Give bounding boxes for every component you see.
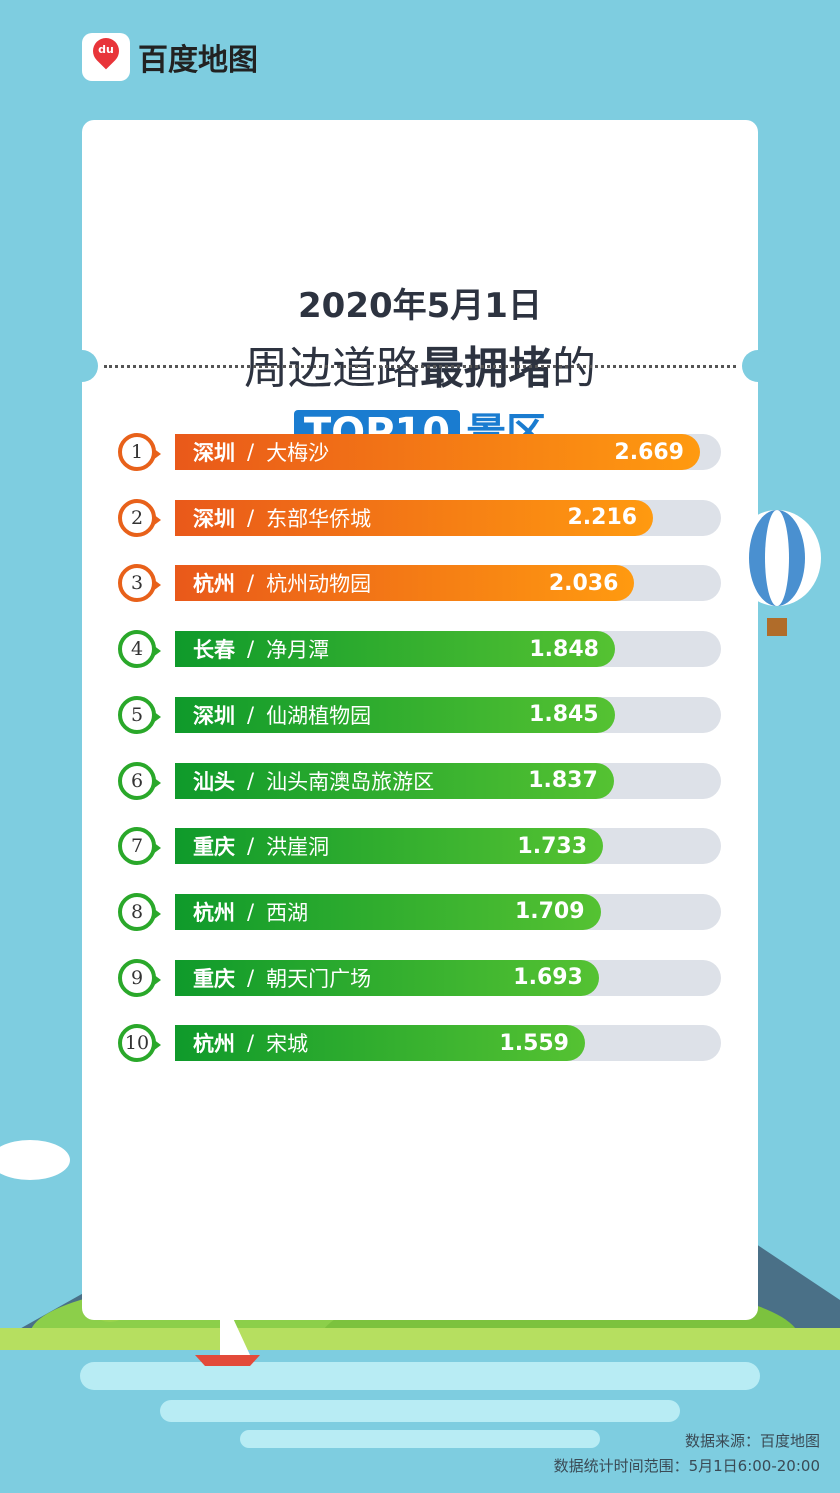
separator: / xyxy=(247,965,255,990)
rank-badge: 8 xyxy=(118,892,161,931)
data-time-range: 数据统计时间范围：5月1日6:00-20:00 xyxy=(553,1457,820,1475)
bar: 深圳 / 仙湖植物园 1.845 xyxy=(175,696,615,733)
main-title: 周边道路最拥堵的 xyxy=(244,343,596,394)
value-label: 1.559 xyxy=(499,1030,569,1056)
value-label: 1.845 xyxy=(529,702,599,728)
city-label: 杭州 xyxy=(193,1032,235,1057)
city-label: 深圳 xyxy=(193,703,235,728)
city-label: 杭州 xyxy=(193,572,235,597)
value-label: 1.837 xyxy=(528,768,598,793)
place-label: 西湖 xyxy=(266,900,309,925)
ranking-row: 9 重庆 / 朝天门广场 1.693 xyxy=(118,958,728,997)
ranking-row: 6 汕头 / 汕头南澳岛旅游区 1.837 xyxy=(118,761,728,800)
city-label: 汕头 xyxy=(193,769,235,794)
separator: / xyxy=(247,768,255,793)
city-label: 重庆 xyxy=(193,835,235,860)
city-label: 杭州 xyxy=(193,900,235,925)
ranking-row: 2 深圳 / 东部华侨城 2.216 xyxy=(118,498,728,537)
ranking-row: 10 杭州 / 宋城 1.559 xyxy=(118,1024,728,1063)
value-label: 2.216 xyxy=(567,505,638,531)
bar: 杭州 / 杭州动物园 2.036 xyxy=(175,565,635,602)
value-label: 1.709 xyxy=(514,899,585,925)
value-label: 1.848 xyxy=(529,636,599,662)
place-label: 洪崖洞 xyxy=(266,835,330,860)
city-label: 重庆 xyxy=(193,966,235,991)
value-label: 1.693 xyxy=(513,965,583,991)
value-label: 1.733 xyxy=(517,833,588,859)
rank-badge: 10 xyxy=(118,1024,161,1063)
ranking-row: 5 深圳 / 仙湖植物园 1.845 xyxy=(118,695,728,734)
place-label: 汕头南澳岛旅游区 xyxy=(266,769,435,794)
bar: 重庆 / 洪崖洞 1.733 xyxy=(175,828,604,865)
bar: 汕头 / 汕头南澳岛旅游区 1.837 xyxy=(175,762,614,799)
rank-badge: 4 xyxy=(118,630,161,669)
card-notch-left xyxy=(66,350,98,382)
hot-air-balloon-icon xyxy=(733,510,821,636)
ranking-row: 3 杭州 / 杭州动物园 2.036 xyxy=(118,564,728,603)
bar: 深圳 / 东部华侨城 2.216 xyxy=(175,499,654,536)
place-label: 宋城 xyxy=(266,1032,309,1057)
bar: 重庆 / 朝天门广场 1.693 xyxy=(175,959,599,996)
city-label: 长春 xyxy=(193,638,235,663)
baidu-map-logo: du 百度地图 xyxy=(82,32,258,81)
place-label: 仙湖植物园 xyxy=(266,703,372,728)
place-label: 朝天门广场 xyxy=(266,966,372,991)
bar: 深圳 / 大梅沙 2.669 xyxy=(175,434,700,470)
place-label: 东部华侨城 xyxy=(266,506,372,531)
separator: / xyxy=(247,834,255,859)
separator: / xyxy=(247,637,255,662)
rank-badge: 7 xyxy=(118,827,161,866)
ranking-row: 1 深圳 / 大梅沙 2.669 xyxy=(118,433,728,471)
rank-badge: 9 xyxy=(118,958,161,997)
brand-name: 百度地图 xyxy=(138,43,258,78)
rank-badge: 2 xyxy=(118,498,161,537)
data-source: 数据来源：百度地图 xyxy=(684,1432,820,1450)
separator: / xyxy=(247,702,255,727)
city-label: 深圳 xyxy=(193,441,235,465)
separator: / xyxy=(247,899,255,924)
rank-badge: 3 xyxy=(118,564,161,603)
baidu-map-pin-icon: du xyxy=(82,32,130,81)
place-label: 大梅沙 xyxy=(266,441,330,465)
rank-badge: 6 xyxy=(118,761,161,800)
separator: / xyxy=(247,1031,255,1056)
city-label: 深圳 xyxy=(193,506,235,531)
card-notch-right xyxy=(742,350,774,382)
date-title: 2020年5月1日 xyxy=(298,286,542,326)
separator: / xyxy=(247,505,255,530)
separator: / xyxy=(247,440,255,464)
bar: 杭州 / 西湖 1.709 xyxy=(175,893,601,930)
value-label: 2.669 xyxy=(614,439,684,465)
ranking-row: 7 重庆 / 洪崖洞 1.733 xyxy=(118,827,728,866)
ranking-row: 8 杭州 / 西湖 1.709 xyxy=(118,892,728,931)
bar: 长春 / 净月潭 1.848 xyxy=(175,631,615,668)
ranking-row: 4 长春 / 净月潭 1.848 xyxy=(118,630,728,669)
rank-badge: 5 xyxy=(118,695,161,734)
place-label: 净月潭 xyxy=(266,638,330,663)
rank-badge: 1 xyxy=(118,433,161,471)
dotted-divider xyxy=(104,365,736,368)
bar: 杭州 / 宋城 1.559 xyxy=(175,1025,585,1062)
value-label: 2.036 xyxy=(548,570,619,596)
separator: / xyxy=(247,571,255,596)
place-label: 杭州动物园 xyxy=(266,572,372,597)
